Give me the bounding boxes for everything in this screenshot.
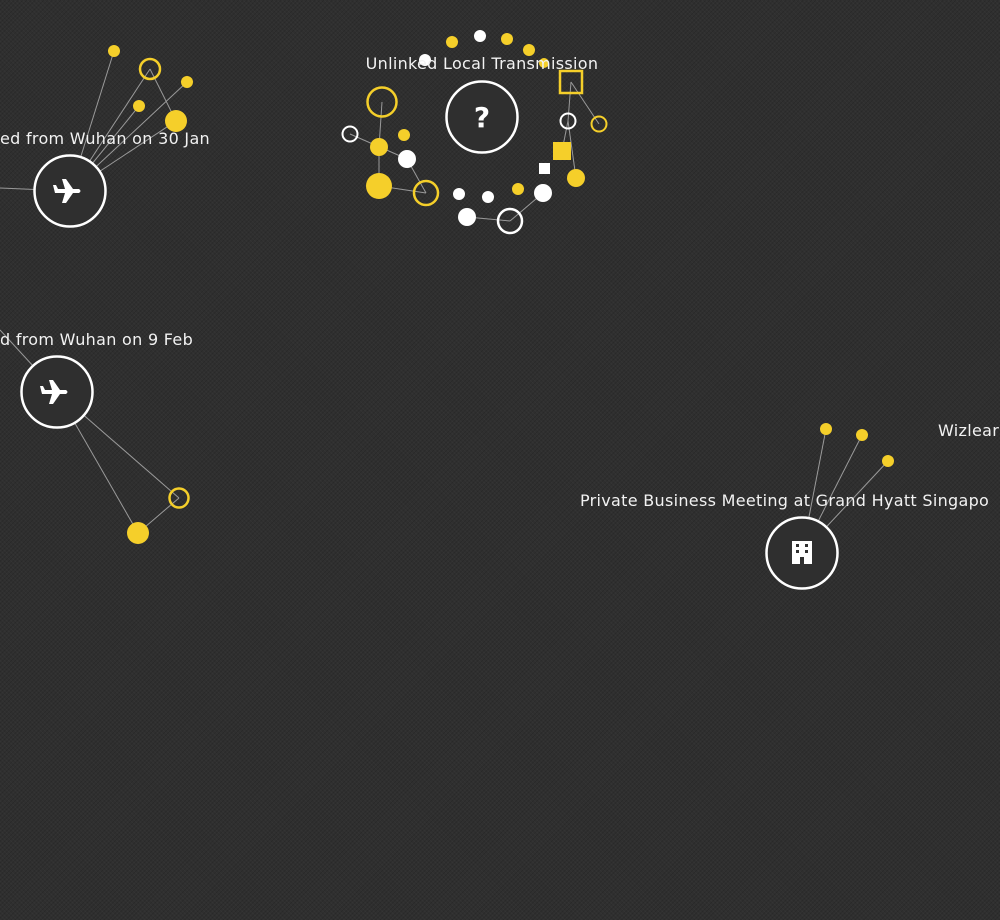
- case-node[interactable]: [856, 429, 868, 441]
- case-node[interactable]: [523, 44, 535, 56]
- case-node[interactable]: [168, 487, 190, 509]
- cluster-label: ed from Wuhan on 30 Jan: [0, 129, 210, 148]
- case-node[interactable]: [820, 423, 832, 435]
- cluster-label: d from Wuhan on 9 Feb: [0, 330, 193, 349]
- cluster-wuhan-30-jan: ed from Wuhan on 30 Jan: [0, 45, 210, 228]
- case-node[interactable]: [419, 54, 431, 66]
- case-node[interactable]: [501, 33, 513, 45]
- cluster-label: Wizlear: [938, 421, 999, 440]
- case-node[interactable]: [181, 76, 193, 88]
- case-node[interactable]: [539, 163, 550, 174]
- case-node[interactable]: [453, 188, 465, 200]
- case-node[interactable]: [590, 115, 608, 133]
- building-icon: [792, 541, 812, 564]
- case-node[interactable]: [567, 169, 585, 187]
- case-node[interactable]: [366, 86, 398, 118]
- case-node[interactable]: [458, 208, 476, 226]
- case-node[interactable]: [534, 184, 552, 202]
- case-node[interactable]: [553, 142, 571, 160]
- case-node[interactable]: [165, 110, 187, 132]
- case-node[interactable]: [133, 100, 145, 112]
- link: [567, 120, 577, 179]
- case-node[interactable]: [341, 125, 359, 143]
- case-node[interactable]: [412, 179, 440, 207]
- cluster-wuhan-9-feb: d from Wuhan on 9 Feb: [0, 329, 193, 544]
- case-node[interactable]: [446, 36, 458, 48]
- cluster-wizlearn: Wizlear: [938, 421, 999, 440]
- case-node[interactable]: [559, 112, 577, 130]
- case-node[interactable]: [482, 191, 494, 203]
- cluster-label: Private Business Meeting at Grand Hyatt …: [580, 491, 989, 510]
- cluster-label: Unlinked Local Transmission: [366, 54, 599, 73]
- case-node[interactable]: [398, 129, 410, 141]
- case-node[interactable]: [108, 45, 120, 57]
- question-icon: ?: [474, 101, 490, 134]
- case-node[interactable]: [370, 138, 388, 156]
- case-node[interactable]: [398, 150, 416, 168]
- case-node[interactable]: [558, 69, 584, 95]
- case-node[interactable]: [512, 183, 524, 195]
- case-node[interactable]: [539, 58, 549, 68]
- cluster-grand-hyatt: Private Business Meeting at Grand Hyatt …: [580, 423, 989, 590]
- case-node[interactable]: [138, 57, 162, 81]
- case-node[interactable]: [127, 522, 149, 544]
- case-node[interactable]: [496, 207, 524, 235]
- case-node[interactable]: [474, 30, 486, 42]
- case-node[interactable]: [366, 173, 392, 199]
- case-node[interactable]: [882, 455, 894, 467]
- link: [567, 81, 572, 122]
- cluster-unlinked: Unlinked Local Transmission ?: [341, 30, 608, 235]
- cluster-hub[interactable]: [445, 80, 519, 154]
